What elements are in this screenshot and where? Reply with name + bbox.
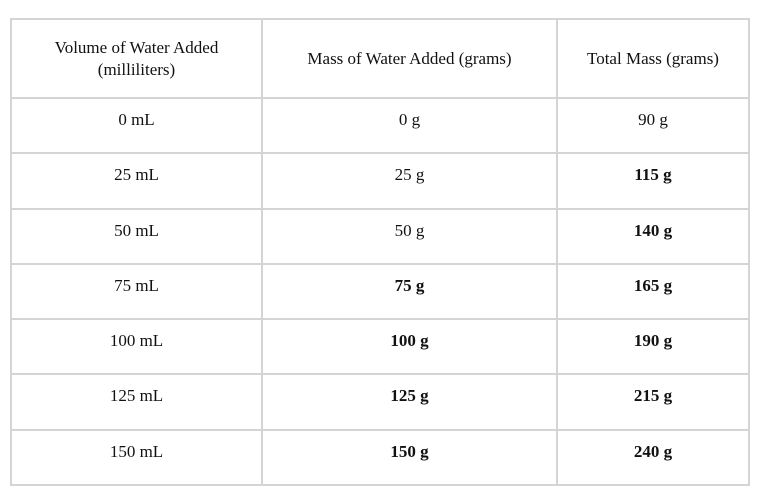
cell-volume: 25 mL <box>10 152 263 210</box>
cell-total-mass: 240 g <box>556 428 750 487</box>
header-volume: Volume of Water Added (milliliters) <box>10 18 263 99</box>
cell-total-mass: 215 g <box>556 373 750 431</box>
header-total-mass: Total Mass (grams) <box>556 18 750 99</box>
table-row: 100 mL 100 g 190 g <box>10 318 750 376</box>
cell-mass: 0 g <box>261 96 558 155</box>
table-row: 125 mL 125 g 215 g <box>10 373 750 431</box>
table-row: 50 mL 50 g 140 g <box>10 207 750 265</box>
cell-total-mass: 140 g <box>556 207 750 265</box>
table-header-row: Volume of Water Added (milliliters) Mass… <box>10 18 750 99</box>
cell-volume: 50 mL <box>10 207 263 265</box>
cell-mass: 100 g <box>261 318 558 376</box>
cell-volume: 75 mL <box>10 262 263 321</box>
cell-volume: 125 mL <box>10 373 263 431</box>
cell-volume: 100 mL <box>10 318 263 376</box>
data-table-container: Volume of Water Added (milliliters) Mass… <box>10 18 750 487</box>
cell-total-mass: 115 g <box>556 152 750 210</box>
table-row: 25 mL 25 g 115 g <box>10 152 750 210</box>
cell-volume: 150 mL <box>10 428 263 487</box>
cell-total-mass: 90 g <box>556 96 750 155</box>
table-row: 75 mL 75 g 165 g <box>10 262 750 321</box>
cell-total-mass: 165 g <box>556 262 750 321</box>
cell-mass: 50 g <box>261 207 558 265</box>
cell-mass: 150 g <box>261 428 558 487</box>
table-row: 150 mL 150 g 240 g <box>10 428 750 487</box>
water-mass-table: Volume of Water Added (milliliters) Mass… <box>10 18 750 487</box>
header-mass: Mass of Water Added (grams) <box>261 18 558 99</box>
cell-mass: 25 g <box>261 152 558 210</box>
cell-mass: 125 g <box>261 373 558 431</box>
cell-total-mass: 190 g <box>556 318 750 376</box>
cell-mass: 75 g <box>261 262 558 321</box>
table-row: 0 mL 0 g 90 g <box>10 96 750 155</box>
cell-volume: 0 mL <box>10 96 263 155</box>
